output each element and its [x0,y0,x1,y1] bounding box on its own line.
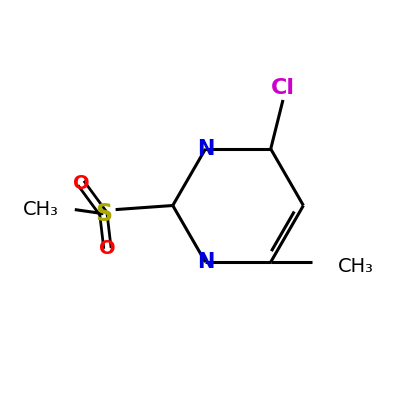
Text: Cl: Cl [271,78,295,98]
Text: S: S [95,202,112,226]
Text: O: O [72,173,89,192]
Text: N: N [197,139,214,159]
Text: CH₃: CH₃ [23,200,59,219]
Text: O: O [99,239,116,258]
Text: CH₃: CH₃ [338,256,374,276]
Text: N: N [197,252,214,272]
